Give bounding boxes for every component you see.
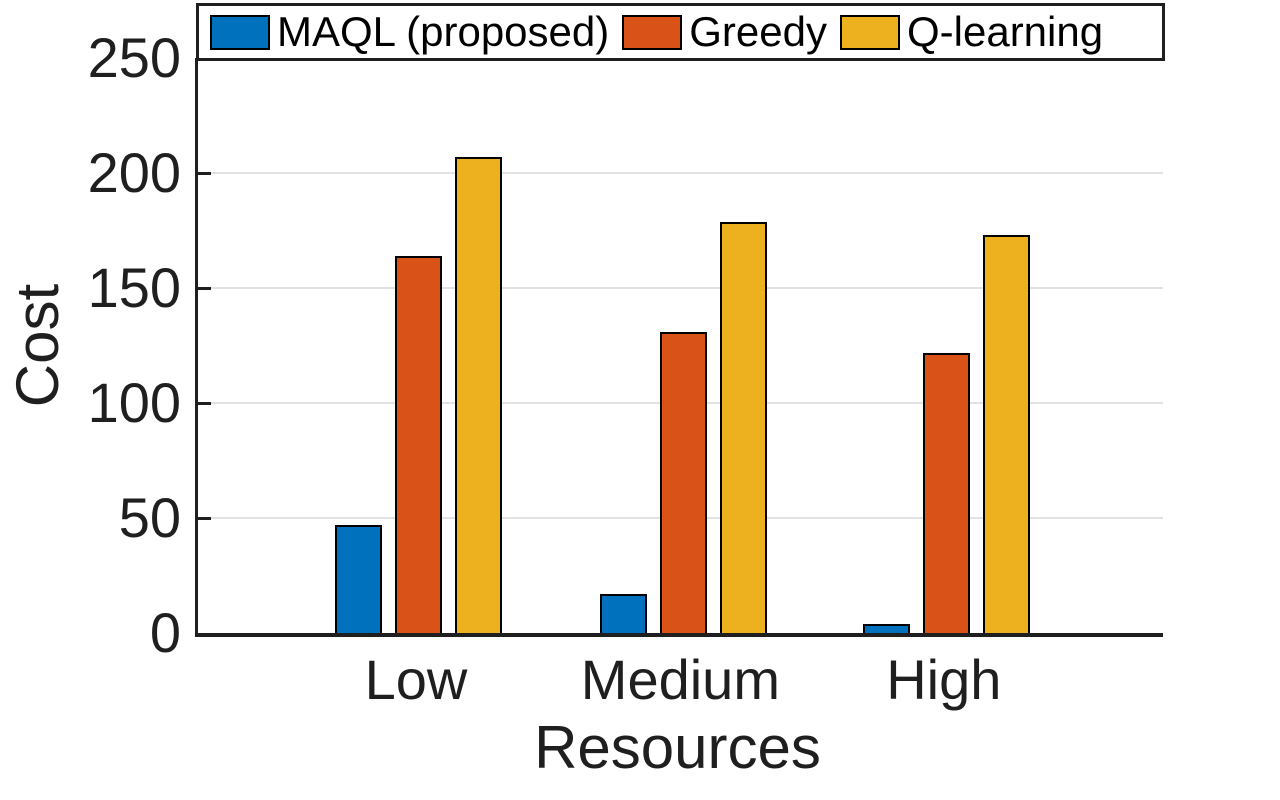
y-axis-label: Cost — [4, 283, 72, 408]
plot-area — [195, 58, 1163, 637]
y-tick-label-0: 0 — [149, 601, 181, 664]
legend-label-maql-proposed: MAQL (proposed) — [277, 8, 610, 55]
x-tick-label-high: High — [886, 648, 1002, 711]
bar-low-q-learning — [455, 157, 503, 633]
legend-swatch-greedy — [622, 14, 683, 50]
y-tick-mark-50 — [198, 516, 211, 520]
gridline-150 — [198, 287, 1163, 289]
legend-swatch-maql-proposed — [210, 14, 270, 50]
bar-high-q-learning — [983, 235, 1031, 633]
bar-medium-q-learning — [719, 221, 767, 633]
legend-swatch-q-learning — [839, 14, 900, 50]
bar-low-greedy — [395, 256, 443, 633]
legend-item-greedy: Greedy — [622, 8, 827, 56]
legend-item-maql-proposed: MAQL (proposed) — [210, 8, 609, 56]
x-tick-label-medium: Medium — [580, 648, 780, 711]
y-tick-label-200: 200 — [87, 141, 181, 204]
bar-low-maql-proposed — [335, 525, 383, 633]
bar-high-maql-proposed — [863, 624, 911, 633]
legend-label-greedy: Greedy — [689, 8, 827, 55]
bar-medium-greedy — [659, 332, 707, 633]
y-tick-mark-100 — [198, 401, 211, 405]
y-tick-label-100: 100 — [87, 371, 181, 434]
gridline-200 — [198, 172, 1163, 174]
y-tick-mark-150 — [198, 286, 211, 290]
bar-medium-maql-proposed — [599, 594, 647, 633]
legend: MAQL (proposed) Greedy Q-learning — [196, 3, 1165, 61]
y-tick-label-150: 150 — [87, 256, 181, 319]
y-tick-label-250: 250 — [87, 26, 181, 89]
legend-item-q-learning: Q-learning — [839, 8, 1104, 56]
bar-high-greedy — [923, 352, 971, 633]
y-tick-mark-200 — [198, 171, 211, 175]
y-tick-label-50: 50 — [118, 486, 181, 549]
x-axis-label: Resources — [534, 714, 821, 781]
legend-label-q-learning: Q-learning — [906, 8, 1104, 55]
x-tick-label-low: Low — [364, 648, 468, 711]
y-axis-label-wrap: Cost — [2, 58, 74, 633]
